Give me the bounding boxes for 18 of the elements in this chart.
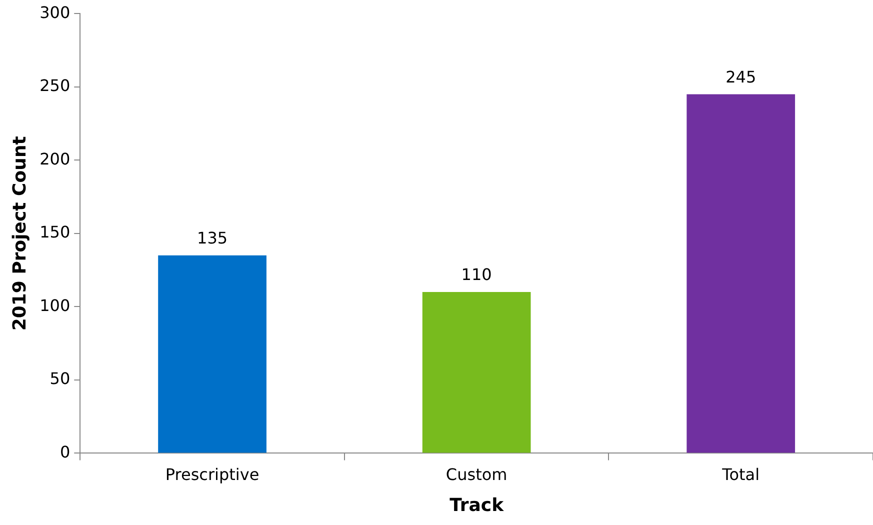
y-tick-label: 50 <box>50 369 70 388</box>
bar <box>422 292 531 453</box>
bar <box>686 94 796 453</box>
y-tick-label: 0 <box>60 442 70 462</box>
y-tick-label: 300 <box>40 2 70 22</box>
x-tick-label: Prescriptive <box>165 464 260 484</box>
x-tick-label: Total <box>721 464 760 484</box>
x-tick-label: Custom <box>446 464 508 484</box>
y-tick-label: 200 <box>40 149 70 168</box>
y-tick-label: 150 <box>40 222 70 242</box>
y-tick-label: 250 <box>40 76 70 96</box>
y-axis-title: 2019 Project Count <box>9 136 30 331</box>
data-label: 135 <box>197 228 228 248</box>
data-label: 110 <box>461 265 492 284</box>
data-label: 245 <box>726 67 756 86</box>
x-axis-title: Track <box>450 494 505 516</box>
y-tick-label: 100 <box>40 296 70 315</box>
bar <box>158 255 266 453</box>
